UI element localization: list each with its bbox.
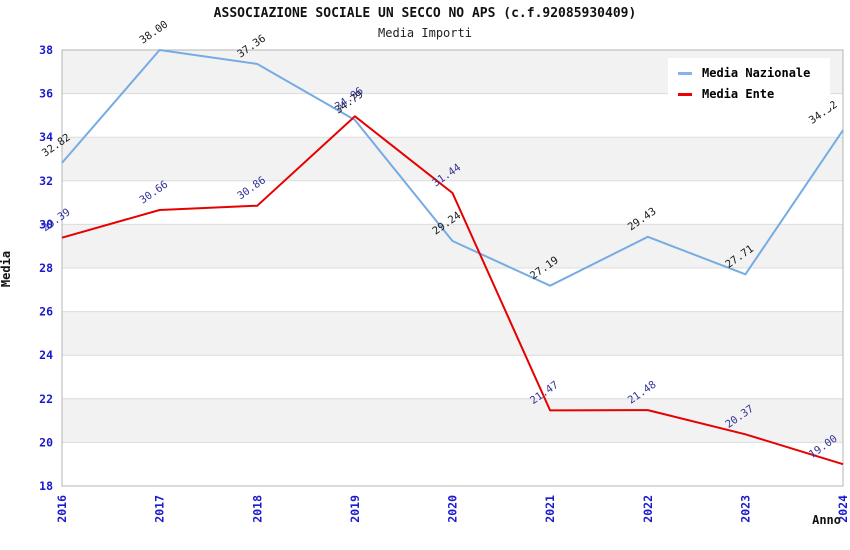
legend-label: Media Nazionale <box>702 66 811 80</box>
x-tick-label: 2024 <box>836 495 850 523</box>
plot-band <box>62 442 843 486</box>
point-label: 38.00 <box>137 19 170 47</box>
y-tick-label: 30 <box>39 217 53 231</box>
y-tick-label: 38 <box>39 43 53 57</box>
x-tick-label: 2022 <box>641 495 655 523</box>
plot-band <box>62 268 843 312</box>
x-tick-label: 2019 <box>348 495 362 523</box>
y-tick-label: 20 <box>39 435 53 449</box>
plot-border <box>61 49 844 487</box>
y-tick-label: 26 <box>39 305 53 319</box>
x-tick-label: 2018 <box>250 495 264 523</box>
y-tick-label: 34 <box>39 130 53 144</box>
line-swatch-icon <box>678 92 692 96</box>
x-tick-label: 2017 <box>153 495 167 523</box>
x-tick-label: 2023 <box>738 495 752 523</box>
series-line-media-nazionale <box>61 49 844 287</box>
plot-band <box>62 180 843 225</box>
plot-band <box>62 398 843 443</box>
plot-band <box>62 311 843 356</box>
x-tick-label: 2016 <box>55 495 69 523</box>
legend: Media Nazionale Media Ente <box>668 58 830 109</box>
y-tick-label: 36 <box>39 87 53 101</box>
series-line-media-ente <box>61 115 844 466</box>
y-tick-label: 22 <box>39 392 53 406</box>
chart-title: ASSOCIAZIONE SOCIALE UN SECCO NO APS (c.… <box>213 6 637 21</box>
y-tick-label: 28 <box>39 261 53 275</box>
plot-band <box>62 137 843 181</box>
line-swatch-icon <box>678 71 692 75</box>
plot-band <box>62 355 843 399</box>
legend-item-media-nazionale: Media Nazionale <box>678 66 820 80</box>
legend-label: Media Ente <box>702 87 775 101</box>
y-tick-label: 32 <box>39 174 53 188</box>
x-tick-label: 2020 <box>446 495 460 523</box>
x-axis-title: Anno <box>812 513 841 527</box>
chart-subtitle: Media Importi <box>378 26 472 40</box>
y-tick-label: 24 <box>39 348 53 362</box>
legend-item-media-ente: Media Ente <box>678 87 820 101</box>
y-axis-title: Media <box>0 250 13 288</box>
y-tick-label: 18 <box>39 479 53 493</box>
x-tick-label: 2021 <box>543 495 557 523</box>
